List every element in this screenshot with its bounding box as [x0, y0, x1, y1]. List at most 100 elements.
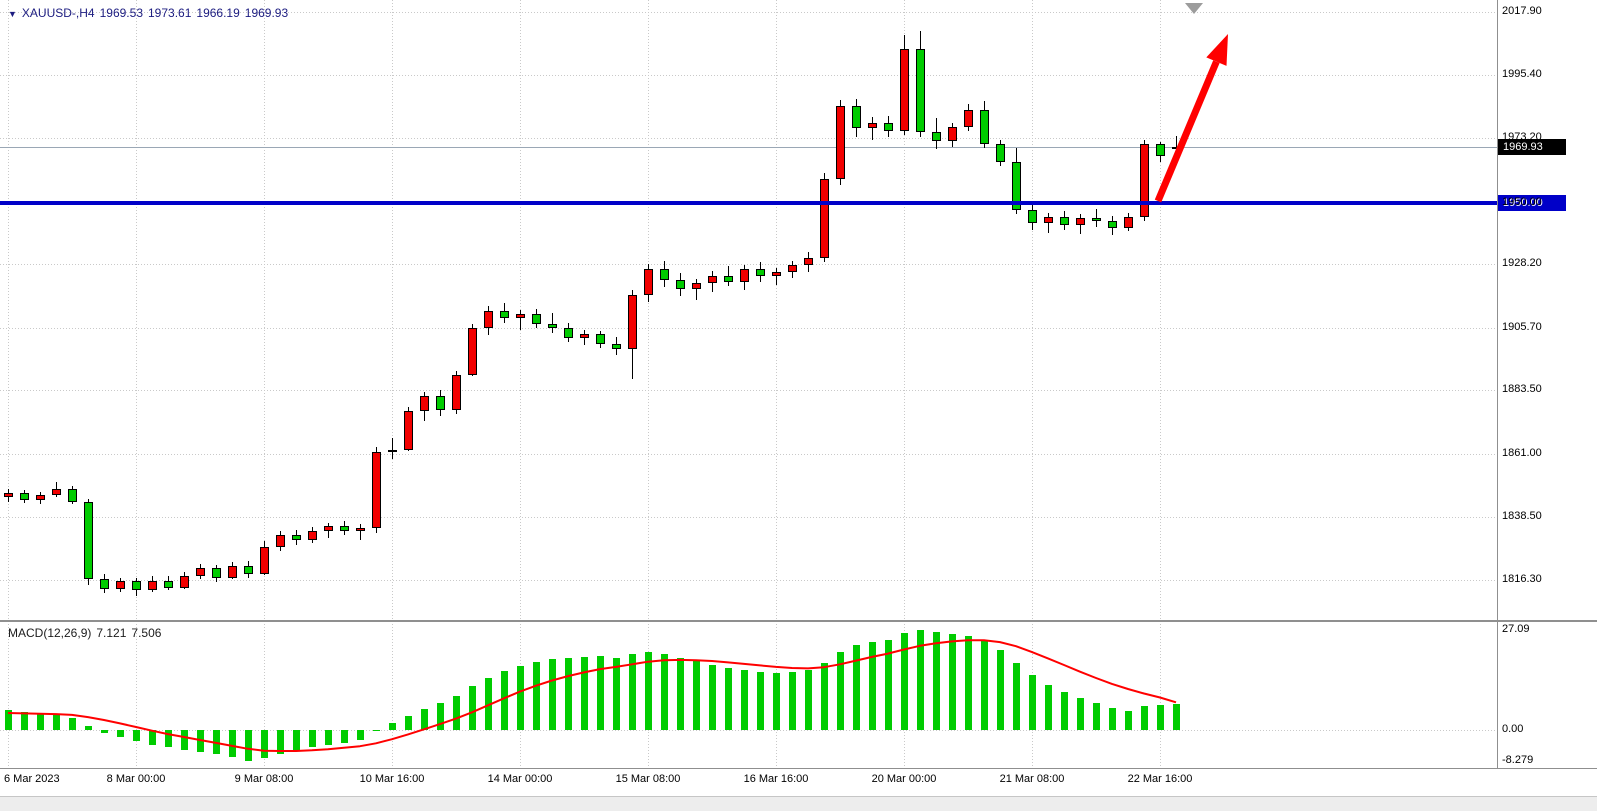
grid-line-vertical	[8, 0, 9, 768]
macd-histogram-bar	[325, 730, 332, 745]
candle-body	[372, 452, 381, 528]
candle-body	[260, 547, 269, 574]
chart-plot-area[interactable]	[0, 0, 1497, 768]
macd-histogram-bar	[1125, 711, 1132, 730]
chart-overlay	[7, 3, 1228, 752]
candle-body	[1012, 162, 1021, 210]
time-axis-label: 22 Mar 16:00	[1127, 773, 1193, 785]
grid-line-vertical	[776, 0, 777, 768]
macd-histogram-bar	[149, 730, 156, 745]
candle-body	[404, 411, 413, 450]
candle-body	[36, 495, 45, 500]
macd-histogram-bar	[517, 666, 524, 730]
macd-histogram-bar	[37, 714, 44, 730]
macd-histogram-bar	[421, 709, 428, 730]
time-axis[interactable]: 6 Mar 2023 8 Mar 00:00 9 Mar 08:00 10 Mar 1…	[0, 768, 1597, 796]
candle-body	[932, 132, 941, 141]
macd-main-value: 7.121	[96, 626, 127, 640]
trend-arrow-head[interactable]	[1206, 34, 1228, 66]
candle-body	[292, 535, 301, 540]
candle-body	[756, 269, 765, 276]
macd-histogram-bar	[1157, 705, 1164, 730]
macd-histogram-bar	[21, 712, 28, 730]
price-axis-label: 1950.00	[1502, 196, 1542, 208]
grid-line-horizontal	[0, 454, 1497, 455]
candle-body	[196, 568, 205, 576]
candle-body	[788, 265, 797, 272]
candle-body	[324, 526, 333, 531]
candle-body	[1076, 218, 1085, 225]
macd-histogram-bar	[1173, 704, 1180, 730]
macd-zero-line	[0, 730, 1497, 731]
macd-histogram-bar	[741, 670, 748, 730]
candle-body	[1108, 221, 1117, 228]
candle-wick	[872, 117, 873, 140]
macd-histogram-bar	[181, 730, 188, 750]
price-axis-label: 2017.90	[1502, 5, 1542, 17]
macd-histogram-bar	[501, 671, 508, 730]
price-axis-label: 1973.20	[1502, 131, 1542, 143]
macd-histogram-bar	[549, 659, 556, 730]
candle-body	[532, 314, 541, 324]
macd-histogram-bar	[101, 730, 108, 733]
macd-histogram-bar	[837, 652, 844, 730]
candle-body	[68, 489, 77, 502]
macd-histogram-bar	[805, 670, 812, 730]
macd-histogram-bar	[373, 730, 380, 731]
macd-histogram-bar	[69, 718, 76, 730]
pane-separator[interactable]	[0, 620, 1597, 622]
candle-body	[116, 581, 125, 589]
macd-histogram-bar	[469, 686, 476, 730]
price-axis-label: 1905.70	[1502, 321, 1542, 333]
candle-body	[852, 106, 861, 128]
macd-axis-label: 0.00	[1502, 723, 1524, 735]
candle-wick	[1048, 213, 1049, 233]
candle-body	[1124, 217, 1133, 228]
grid-line-horizontal	[0, 12, 1497, 13]
candle-body	[644, 269, 653, 295]
candle-body	[676, 280, 685, 289]
candle-body	[612, 344, 621, 349]
macd-histogram-bar	[597, 656, 604, 730]
macd-histogram-bar	[997, 650, 1004, 730]
macd-histogram-bar	[661, 654, 668, 730]
macd-histogram-bar	[693, 661, 700, 730]
grid-line-horizontal	[0, 517, 1497, 518]
trend-arrow[interactable]	[1154, 60, 1220, 203]
candle-body	[420, 396, 429, 411]
macd-histogram-bar	[629, 654, 636, 730]
current-price-badge: 1969.93	[1498, 139, 1566, 155]
grid-line-vertical	[136, 0, 137, 768]
support-line-price-badge: 1950.00	[1498, 195, 1566, 211]
macd-histogram-bar	[757, 672, 764, 730]
macd-histogram-bar	[165, 730, 172, 747]
macd-histogram-bar	[261, 730, 268, 758]
candle-body	[1140, 144, 1149, 217]
candle-body	[484, 311, 493, 328]
ohlc-low: 1966.19	[196, 6, 240, 20]
macd-histogram-bar	[965, 636, 972, 730]
candle-body	[132, 581, 141, 590]
symbol-info-header: ▼ XAUUSD-,H4 1969.53 1973.61 1966.19 1969.93	[8, 6, 293, 20]
candle-body	[452, 375, 461, 410]
price-axis[interactable]: 1969.93 1950.00 2017.90 1995.40 1973.20 195…	[1497, 0, 1597, 768]
macd-histogram-bar	[53, 715, 60, 730]
candle-body	[740, 269, 749, 282]
macd-axis-label: -8.279	[1502, 754, 1534, 766]
candle-body	[628, 295, 637, 349]
horizontal-line-1950[interactable]	[0, 201, 1497, 205]
candle-body	[468, 328, 477, 375]
candle-body	[708, 276, 717, 283]
time-axis-label: 20 Mar 00:00	[871, 773, 937, 785]
candle-body	[580, 334, 589, 338]
candle-body	[340, 526, 349, 531]
candle-body	[804, 258, 813, 265]
dropdown-arrow-icon[interactable]: ▼	[8, 9, 17, 19]
grid-line-vertical	[648, 0, 649, 768]
macd-histogram-bar	[853, 645, 860, 730]
candle-body	[356, 528, 365, 531]
candle-body	[180, 576, 189, 588]
macd-label: MACD(12,26,9)	[8, 626, 92, 640]
candle-wick	[1176, 136, 1177, 157]
candle-wick	[392, 438, 393, 459]
